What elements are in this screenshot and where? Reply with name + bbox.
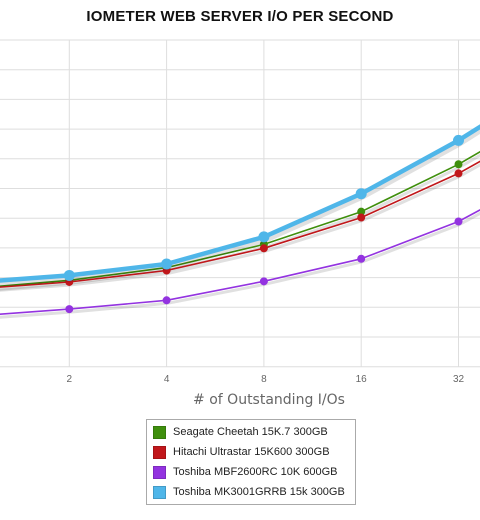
series-1 [0, 150, 480, 291]
data-point [357, 213, 366, 222]
series-line [0, 150, 480, 287]
data-point [258, 231, 270, 243]
series-line-shadow [0, 126, 480, 287]
legend-swatch [153, 485, 166, 499]
legend-item: Hitachi Ultrastar 15K600 300GB [147, 442, 355, 462]
chart-title: IOMETER WEB SERVER I/O PER SECOND [86, 8, 394, 25]
data-point [454, 169, 463, 178]
legend-item: Toshiba MK3001GRRB 15k 300GB [147, 482, 355, 502]
x-tick-label: 4 [164, 374, 170, 385]
data-point [357, 254, 366, 263]
data-point [453, 134, 464, 146]
data-point [65, 305, 74, 314]
legend-item: Seagate Cheetah 15K.7 300GB [147, 422, 355, 442]
series-layer [0, 124, 480, 319]
legend-label: Toshiba MK3001GRRB 15k 300GB [173, 486, 345, 498]
x-axis-label: # of Outstanding I/Os [193, 392, 345, 408]
data-point [63, 269, 75, 281]
legend-swatch [153, 465, 166, 479]
series-line [0, 160, 480, 288]
x-tick-label: 8 [261, 374, 267, 385]
data-point [454, 160, 463, 169]
data-point [454, 217, 463, 226]
legend-label: Seagate Cheetah 15K.7 300GB [173, 426, 328, 438]
x-tick-label: 16 [356, 374, 368, 385]
legend-swatch [153, 425, 166, 439]
x-axis-ticks: 2 4 8 16 32 [67, 374, 465, 385]
legend-label: Hitachi Ultrastar 15K600 300GB [173, 446, 330, 458]
legend-label: Toshiba MBF2600RC 10K 600GB [173, 466, 338, 478]
data-point [259, 277, 268, 286]
legend-item: Toshiba MBF2600RC 10K 600GB [147, 462, 355, 482]
grid [0, 39, 480, 368]
series-4 [0, 124, 480, 287]
x-tick-label: 2 [67, 374, 73, 385]
series-line-shadow [0, 163, 480, 292]
x-tick-label: 32 [453, 374, 465, 385]
series-3 [0, 209, 480, 319]
series-2 [0, 160, 480, 292]
legend: Seagate Cheetah 15K.7 300GB Hitachi Ultra… [146, 419, 356, 505]
data-point [259, 244, 268, 253]
data-point [161, 258, 173, 270]
data-point [357, 207, 366, 216]
data-point [355, 188, 367, 200]
legend-swatch [153, 445, 166, 459]
data-point [162, 296, 171, 305]
